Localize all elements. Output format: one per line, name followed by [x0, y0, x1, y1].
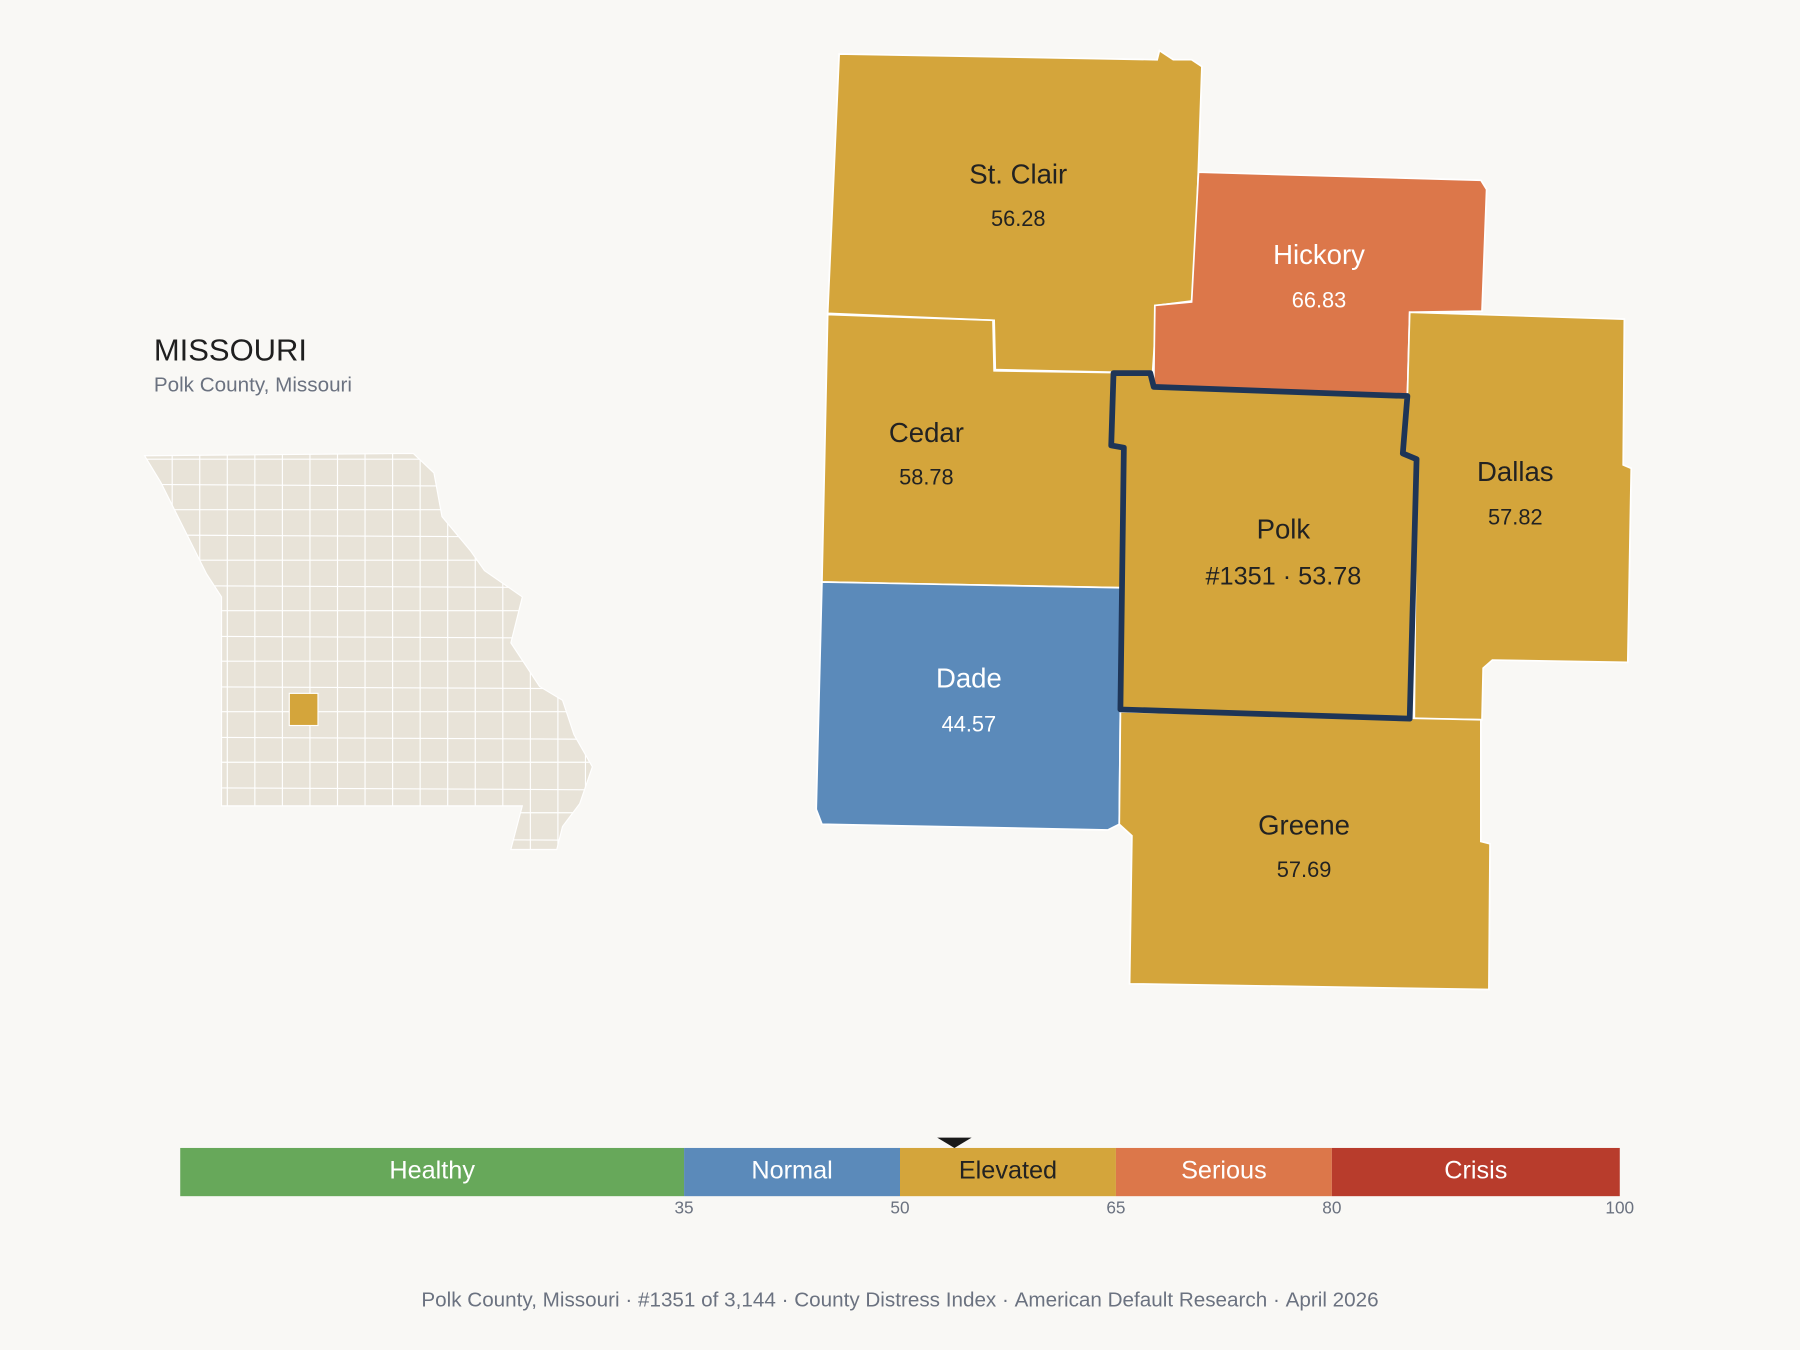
footer-item: #1351 of 3,144 [638, 1288, 776, 1311]
footer-separator: · [1273, 1288, 1280, 1311]
state-minimap [143, 452, 593, 851]
legend-band [180, 1147, 685, 1197]
county-value: 44.57 [942, 711, 997, 736]
county-name: Polk [1257, 513, 1311, 544]
footer-item: April 2026 [1286, 1288, 1379, 1311]
rank: #1351 [1205, 562, 1275, 590]
county-name: Dade [936, 663, 1002, 694]
legend-band [1115, 1147, 1332, 1197]
legend-band-label: Normal [751, 1157, 832, 1185]
county-name: Dallas [1477, 456, 1554, 487]
county-value: 58.78 [899, 464, 954, 489]
county-value: 56.28 [991, 206, 1046, 231]
footer-item: County Distress Index [794, 1288, 997, 1311]
legend-band-label: Healthy [389, 1157, 475, 1185]
county-shape [1118, 710, 1491, 991]
county-value: 57.69 [1277, 857, 1332, 882]
legend-band-label: Elevated [959, 1157, 1057, 1185]
legend-tick-label: 50 [890, 1197, 909, 1217]
legend-band-label: Serious [1181, 1157, 1267, 1185]
county-name: Hickory [1273, 239, 1365, 270]
subtitle: Polk County, Missouri [154, 373, 352, 396]
legend-band [1331, 1147, 1620, 1197]
minimap-highlight [288, 692, 319, 727]
legend-tick-label: 80 [1322, 1197, 1341, 1217]
legend-tick-label: 35 [674, 1197, 693, 1217]
legend-tick-label: 100 [1605, 1197, 1634, 1217]
footer-separator: · [782, 1288, 789, 1311]
county-labels: St. Clair 56.28 Hickory 66.83 Cedar 58.7… [889, 159, 1554, 882]
legend-band [684, 1147, 900, 1197]
county-name: Greene [1258, 810, 1350, 841]
legend-scale: Healthy Normal Elevated Serious Crisis 35 50 65… [180, 1137, 1634, 1217]
county-value: 57.82 [1488, 505, 1543, 530]
footer-separator: · [625, 1288, 632, 1311]
legend-tick-label: 65 [1106, 1197, 1125, 1217]
footer-item: Polk County, Missouri [421, 1288, 619, 1311]
county-map [815, 49, 1633, 991]
footer-item: American Default Research [1015, 1288, 1268, 1311]
county-value: 53.78 [1298, 562, 1361, 590]
separator: · [1283, 562, 1291, 590]
legend-marker [937, 1137, 972, 1148]
footer: Polk County, Missouri · #1351 of 3,144 ·… [421, 1288, 1378, 1311]
county-value: 66.83 [1292, 288, 1347, 313]
county-name: St. Clair [969, 159, 1067, 190]
county-shape [815, 581, 1123, 831]
county-rank-value: #1351 · 53.78 [1205, 562, 1361, 590]
county-shape-selected [1108, 370, 1420, 722]
county-name: Cedar [889, 417, 964, 448]
legend-band [900, 1147, 1116, 1197]
footer-separator: · [1002, 1288, 1009, 1311]
legend-band-label: Crisis [1444, 1157, 1507, 1185]
title: MISSOURI [154, 332, 307, 367]
